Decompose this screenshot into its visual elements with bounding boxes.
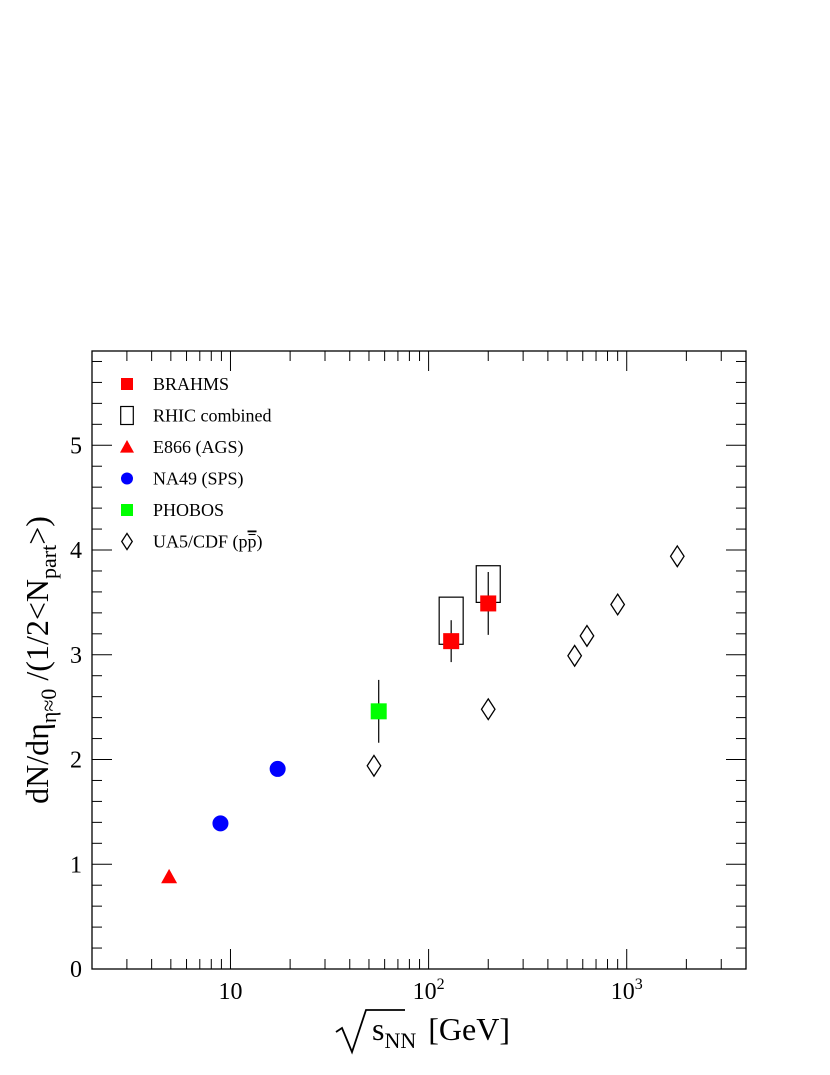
series-phobos bbox=[370, 679, 387, 743]
series-ua5-cdf-p bbox=[366, 544, 685, 778]
legend-entry: PHOBOS bbox=[121, 500, 224, 520]
x-tick-label: 102 bbox=[413, 976, 445, 1005]
legend-entry: RHIC combined bbox=[120, 405, 272, 426]
data-point-square bbox=[121, 378, 133, 390]
svg-text:dN/dηη≈0/(1/2<Npart>): dN/dηη≈0 /(1/2<Npart>) bbox=[19, 516, 61, 804]
legend-label-text: UA5/CDF (p bbox=[153, 532, 248, 553]
x-axis-label: sNN [GeV] bbox=[372, 1011, 510, 1053]
data-point-triangle bbox=[161, 868, 178, 884]
x-tick-base: 10 bbox=[218, 979, 242, 1005]
data-point-diamond bbox=[567, 644, 583, 668]
x-tick-exponent: 2 bbox=[437, 976, 445, 993]
data-point-diamond bbox=[480, 697, 496, 721]
legend-label: PHOBOS bbox=[153, 500, 224, 520]
y-axis-label-mid: /(1/2<N bbox=[19, 579, 55, 681]
data-point-circle bbox=[121, 472, 133, 485]
x-tick-label: 103 bbox=[611, 976, 643, 1005]
legend: BRAHMS RHIC combined E866 (AGS) NA49 (SPS) P… bbox=[120, 374, 272, 553]
legend-label-text: NA49 (SPS) bbox=[153, 469, 244, 490]
data-point-square bbox=[121, 504, 133, 516]
y-tick-label: 3 bbox=[70, 643, 82, 669]
legend-label-end: ) bbox=[257, 532, 263, 553]
y-tick-label: 5 bbox=[70, 433, 82, 459]
plot-frame bbox=[91, 350, 747, 970]
data-point-square bbox=[370, 703, 387, 720]
data-point-diamond bbox=[610, 592, 626, 617]
y-tick-label: 4 bbox=[70, 538, 82, 564]
series-brahms bbox=[438, 565, 501, 663]
x-axis-root-var: s bbox=[372, 1011, 384, 1047]
data-point-circle bbox=[269, 760, 286, 777]
data-layer bbox=[161, 544, 685, 884]
series-e866-ags- bbox=[161, 868, 178, 884]
x-tick-base: 10 bbox=[413, 979, 437, 1005]
data-point-square bbox=[480, 595, 497, 612]
legend-entry: NA49 (SPS) bbox=[121, 469, 244, 490]
data-point-diamond bbox=[579, 624, 595, 648]
legend-label-text: BRAHMS bbox=[153, 374, 229, 394]
legend-label: E866 (AGS) bbox=[153, 437, 244, 458]
x-tick-base: 10 bbox=[611, 979, 635, 1005]
legend-label: NA49 (SPS) bbox=[153, 469, 244, 490]
legend-label-bar: p bbox=[248, 532, 257, 552]
x-axis-root-sub: NN bbox=[384, 1028, 416, 1053]
y-tick-label: 0 bbox=[70, 957, 82, 983]
y-axis-label-main: dN/d bbox=[19, 740, 55, 804]
data-point-diamond bbox=[669, 544, 685, 568]
legend-label-text: E866 (AGS) bbox=[153, 437, 244, 458]
data-point-open-rect bbox=[120, 405, 134, 426]
legend-label-text: RHIC combined bbox=[153, 406, 272, 426]
x-tick-exponent: 3 bbox=[635, 976, 643, 993]
y-axis-label-part-sub: part bbox=[36, 545, 61, 579]
legend-entry: UA5/CDF (pp) bbox=[120, 532, 263, 553]
plot-border bbox=[91, 350, 747, 970]
legend-label: RHIC combined bbox=[153, 406, 272, 426]
series-na49-sps- bbox=[212, 760, 286, 832]
y-axis-label: dN/dηη≈0 /(1/2<Npart>) bbox=[19, 516, 61, 804]
sqrt-sign bbox=[335, 1009, 405, 1055]
legend-label: UA5/CDF (pp) bbox=[153, 532, 263, 553]
legend-entry: BRAHMS bbox=[121, 374, 229, 394]
y-tick-label: 2 bbox=[70, 748, 82, 774]
data-point-square bbox=[443, 633, 460, 650]
y-axis-label-eta-sub: η≈0 bbox=[36, 689, 61, 724]
legend-label: BRAHMS bbox=[153, 374, 229, 394]
data-point-triangle bbox=[120, 440, 134, 453]
y-axis-label-eta: η bbox=[19, 723, 55, 740]
y-tick-label: 1 bbox=[70, 852, 82, 878]
data-point-diamond bbox=[120, 532, 134, 551]
x-axis-unit: [GeV] bbox=[428, 1011, 510, 1047]
data-point-diamond bbox=[366, 754, 382, 778]
y-axis-label-end: >) bbox=[19, 516, 55, 545]
axis-ticks bbox=[91, 351, 747, 970]
legend-label-text: PHOBOS bbox=[153, 500, 224, 520]
legend-entry: E866 (AGS) bbox=[120, 437, 244, 458]
data-point-circle bbox=[212, 815, 229, 832]
x-tick-label: 10 bbox=[218, 979, 242, 1005]
